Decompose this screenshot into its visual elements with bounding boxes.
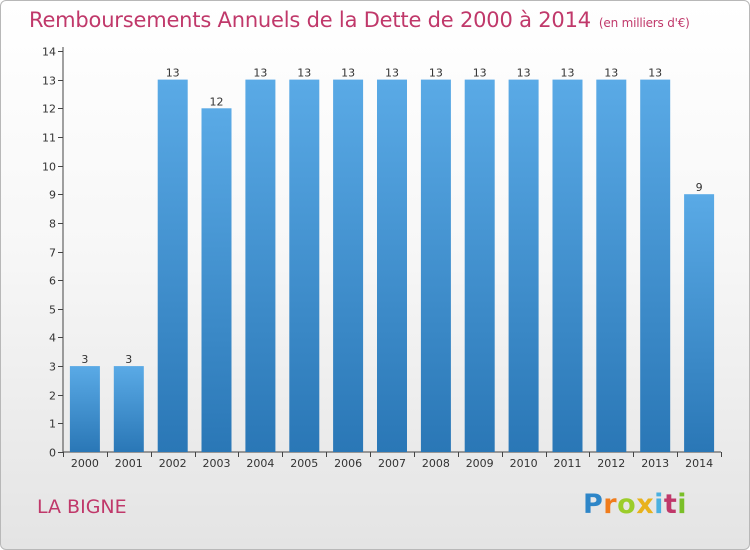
data-label: 13	[604, 67, 618, 80]
bar	[333, 79, 364, 452]
y-tick-label: 4	[49, 332, 56, 345]
proxiti-logo: Proxiti	[583, 489, 688, 520]
chart-unit: (en milliers d'€)	[598, 16, 690, 30]
data-label: 3	[81, 353, 88, 366]
bar	[157, 79, 188, 452]
x-tick-label: 2010	[510, 457, 538, 470]
bar	[596, 79, 627, 452]
chart-bars	[69, 79, 715, 453]
data-label: 13	[473, 67, 487, 80]
bar	[508, 79, 539, 452]
x-tick-label: 2013	[641, 457, 669, 470]
y-tick-label: 6	[49, 275, 56, 288]
data-label: 12	[210, 95, 224, 108]
data-label: 13	[648, 67, 662, 80]
bar	[113, 366, 144, 452]
x-tick-label: 2004	[246, 457, 274, 470]
y-tick-label: 10	[42, 161, 56, 174]
x-tick-label: 2007	[378, 457, 406, 470]
chart-data-labels: 3 3 13 12 13 13 13 13 13 13 13 13 13 13 9	[81, 67, 702, 367]
bar	[69, 366, 100, 452]
y-tick-label: 12	[42, 103, 56, 116]
data-label: 9	[696, 181, 703, 194]
bar	[464, 79, 495, 452]
y-tick-label: 11	[42, 132, 56, 145]
data-label: 13	[253, 67, 267, 80]
bar	[684, 194, 715, 452]
x-tick-label: 2002	[159, 457, 187, 470]
data-label: 13	[429, 67, 443, 80]
bar	[640, 79, 671, 452]
data-label: 13	[385, 67, 399, 80]
x-tick-label: 2005	[290, 457, 318, 470]
data-label: 13	[517, 67, 531, 80]
data-label: 13	[341, 67, 355, 80]
y-tick-label: 3	[49, 361, 56, 374]
x-tick-label: 2003	[203, 457, 231, 470]
data-label: 13	[561, 67, 575, 80]
x-tick-label: 2008	[422, 457, 450, 470]
y-tick-label: 7	[49, 247, 56, 260]
x-tick-label: 2012	[597, 457, 625, 470]
x-tick-label: 2000	[71, 457, 99, 470]
y-tick-label: 1	[49, 418, 56, 431]
chart-title-text: Remboursements Annuels de la Dette de 20…	[29, 8, 591, 32]
bar	[289, 79, 320, 452]
y-tick-label: 8	[49, 218, 56, 231]
bar	[377, 79, 407, 452]
bar	[201, 108, 232, 453]
commune-name: LA BIGNE	[37, 496, 127, 518]
y-tick-label: 0	[49, 447, 56, 460]
x-tick-label: 2011	[554, 457, 582, 470]
y-tick-label: 5	[49, 304, 56, 317]
y-tick-label: 13	[42, 75, 56, 88]
data-label: 13	[166, 67, 180, 80]
bar	[245, 79, 276, 452]
y-tick-label: 14	[42, 46, 56, 59]
chart-title: Remboursements Annuels de la Dette de 20…	[29, 8, 690, 32]
y-tick-label: 9	[49, 189, 56, 202]
bar	[552, 79, 583, 452]
x-tick-label: 2001	[115, 457, 143, 470]
data-label: 13	[297, 67, 311, 80]
y-tick-label: 2	[49, 390, 56, 403]
x-tick-label: 2009	[466, 457, 494, 470]
x-tick-label: 2006	[334, 457, 362, 470]
data-label: 3	[125, 353, 132, 366]
bar	[420, 79, 451, 452]
x-tick-label: 2014	[685, 457, 713, 470]
